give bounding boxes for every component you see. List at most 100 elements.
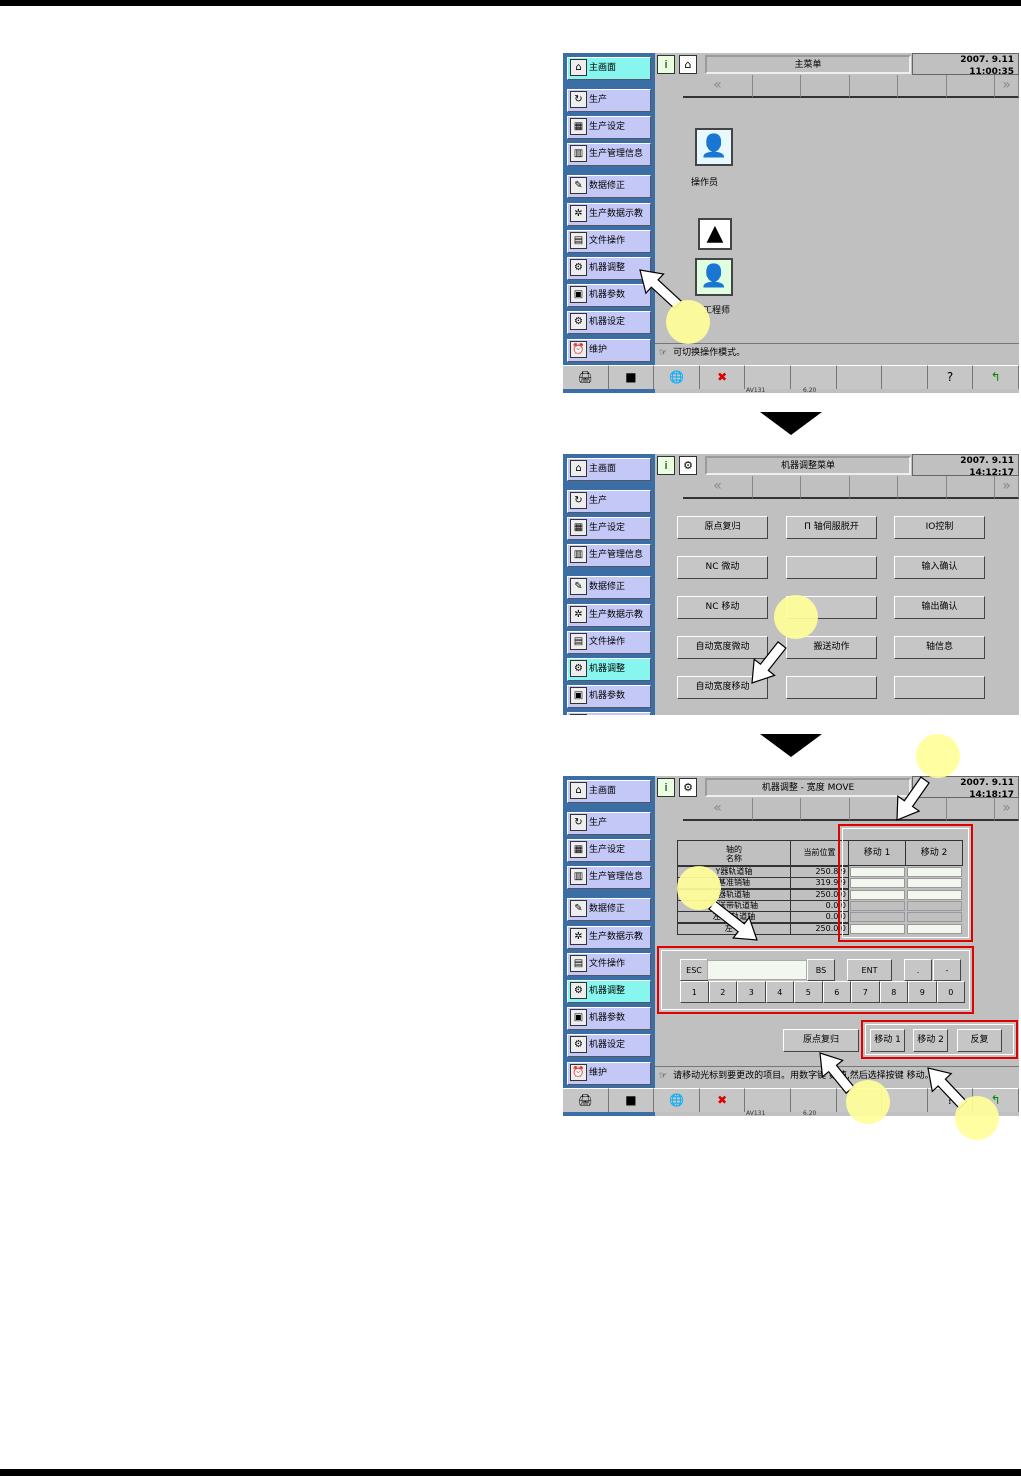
sidebar-item[interactable]: ⌂ 主画面 [567, 780, 651, 803]
digit-key-3[interactable]: 3 [737, 981, 766, 1003]
sidebar-item[interactable]: ▤ 文件操作 [567, 953, 651, 976]
nav-slot[interactable] [753, 75, 801, 98]
help-icon[interactable]: ? [927, 365, 974, 389]
move1-input[interactable] [850, 889, 905, 900]
nav-slot[interactable] [947, 798, 995, 821]
move2-input[interactable] [907, 912, 962, 923]
page-next-button[interactable]: » [995, 798, 1019, 821]
sidebar-item[interactable]: ✲ 生产数据示教 [567, 604, 651, 627]
menu-button[interactable] [786, 676, 877, 699]
globe-icon[interactable]: 🌐 [654, 1088, 700, 1112]
nav-slot[interactable] [801, 798, 850, 821]
toolbar-empty[interactable] [836, 365, 883, 389]
sidebar-item[interactable]: ⚙ 机器调整 [567, 658, 651, 681]
nav-slot[interactable] [898, 798, 947, 821]
operator-mode-icon[interactable]: i [657, 55, 675, 74]
toolbar-empty[interactable] [882, 365, 928, 389]
menu-button[interactable]: 原点复归 [677, 516, 768, 539]
sidebar-item[interactable]: ↻ 生产 [567, 812, 651, 835]
nav-slot[interactable] [801, 75, 850, 98]
sidebar-item[interactable]: ▥ 生产管理信息 [567, 143, 651, 166]
enter-key[interactable]: ENT [847, 959, 892, 981]
toolbar-empty[interactable] [791, 1088, 837, 1112]
sidebar-item[interactable]: ✎ 数据修正 [567, 898, 651, 921]
nav-slot[interactable] [850, 75, 898, 98]
move1-input[interactable] [850, 923, 905, 934]
action-button[interactable]: 移动 2 [913, 1029, 948, 1052]
toolbar-empty[interactable] [745, 1088, 791, 1112]
operator-mode-icon[interactable]: i [657, 456, 675, 475]
move1-input[interactable] [850, 878, 905, 889]
digit-key-0[interactable]: 0 [936, 981, 965, 1003]
nav-slot[interactable] [898, 476, 947, 499]
sidebar-item[interactable]: ▦ 生产设定 [567, 839, 651, 862]
menu-button[interactable]: 输入确认 [894, 556, 985, 579]
menu-button[interactable] [894, 676, 985, 699]
move1-input[interactable] [850, 867, 905, 877]
digit-key-5[interactable]: 5 [794, 981, 823, 1003]
screen-icon[interactable]: ■ [608, 365, 655, 389]
menu-button[interactable]: 输出确认 [894, 596, 985, 619]
minus-key[interactable]: - [933, 959, 961, 981]
move2-input[interactable] [907, 923, 962, 934]
return-icon[interactable]: ↰ [973, 365, 1019, 389]
screen-icon[interactable]: ■ [608, 1088, 655, 1112]
sidebar-item[interactable]: ✲ 生产数据示教 [567, 926, 651, 949]
sidebar-item[interactable]: ⚙机器设定 [567, 1034, 651, 1057]
home-icon[interactable]: ⌂ [679, 55, 697, 74]
origin-return-button[interactable]: 原点复归 [783, 1029, 859, 1052]
sidebar-item[interactable]: ⏰ 维护 [567, 339, 651, 362]
sidebar-item[interactable]: ▣ 机器参数 [567, 1007, 651, 1030]
sidebar-item[interactable]: ▥ 生产管理信息 [567, 866, 651, 889]
nav-slot[interactable] [947, 75, 995, 98]
move2-input[interactable] [907, 889, 962, 900]
toolbar-empty[interactable] [791, 365, 837, 389]
globe-icon[interactable]: 🌐 [654, 365, 700, 389]
print-icon[interactable]: 🖨 [563, 365, 609, 389]
decimal-key[interactable]: . [904, 959, 932, 981]
move2-input[interactable] [907, 900, 962, 911]
menu-button[interactable]: IO控制 [894, 516, 985, 539]
digit-key-8[interactable]: 8 [879, 981, 908, 1003]
menu-button[interactable]: 自动宽度移动 [677, 676, 768, 699]
digit-key-7[interactable]: 7 [851, 981, 880, 1003]
toolbar-empty[interactable] [745, 365, 791, 389]
sidebar-item[interactable]: ✲ 生产数据示教 [567, 203, 651, 226]
sidebar-item[interactable]: ✎ 数据修正 [567, 175, 651, 198]
engineer-button[interactable]: 👤 [695, 258, 733, 296]
stop-icon[interactable]: ✖ [699, 1088, 746, 1112]
move2-input[interactable] [907, 878, 962, 889]
sidebar-item[interactable]: ↻ 生产 [567, 89, 651, 112]
page-prev-button[interactable]: « [683, 798, 753, 821]
machine-adjust-icon[interactable]: ⚙ [679, 778, 697, 797]
sidebar-item[interactable]: ⚙机器设定 [567, 712, 651, 715]
digit-key-1[interactable]: 1 [680, 981, 709, 1003]
menu-button[interactable]: 轴信息 [894, 636, 985, 659]
sidebar-item[interactable]: ▣ 机器参数 [567, 284, 651, 307]
menu-button[interactable]: NC 移动 [677, 596, 768, 619]
sidebar-item[interactable]: ▦ 生产设定 [567, 517, 651, 540]
backspace-key[interactable]: BS [807, 959, 835, 981]
page-next-button[interactable]: » [995, 75, 1019, 98]
sidebar-item[interactable]: ⌂ 主画面 [567, 57, 651, 80]
operator-button[interactable]: 👤 [695, 128, 733, 166]
sidebar-item[interactable]: ✎ 数据修正 [567, 576, 651, 599]
stop-icon[interactable]: ✖ [699, 365, 746, 389]
move1-input[interactable] [850, 912, 905, 923]
operator-mode-icon[interactable]: i [657, 778, 675, 797]
menu-button[interactable]: NC 微动 [677, 556, 768, 579]
page-prev-button[interactable]: « [683, 75, 753, 98]
print-icon[interactable]: 🖨 [563, 1088, 609, 1112]
nav-slot[interactable] [753, 476, 801, 499]
digit-key-4[interactable]: 4 [765, 981, 794, 1003]
nav-slot[interactable] [898, 75, 947, 98]
sidebar-item[interactable]: ▥ 生产管理信息 [567, 544, 651, 567]
sidebar-item[interactable]: ▦ 生产设定 [567, 116, 651, 139]
sidebar-item[interactable]: ⚙ 机器调整 [567, 257, 651, 280]
sidebar-item[interactable]: ⚙机器设定 [567, 311, 651, 334]
sidebar-item[interactable]: ▤ 文件操作 [567, 631, 651, 654]
menu-button[interactable]: 自动宽度微动 [677, 636, 768, 659]
action-button[interactable]: 反复 [957, 1029, 1002, 1052]
nav-slot[interactable] [947, 476, 995, 499]
digit-key-9[interactable]: 9 [908, 981, 937, 1003]
